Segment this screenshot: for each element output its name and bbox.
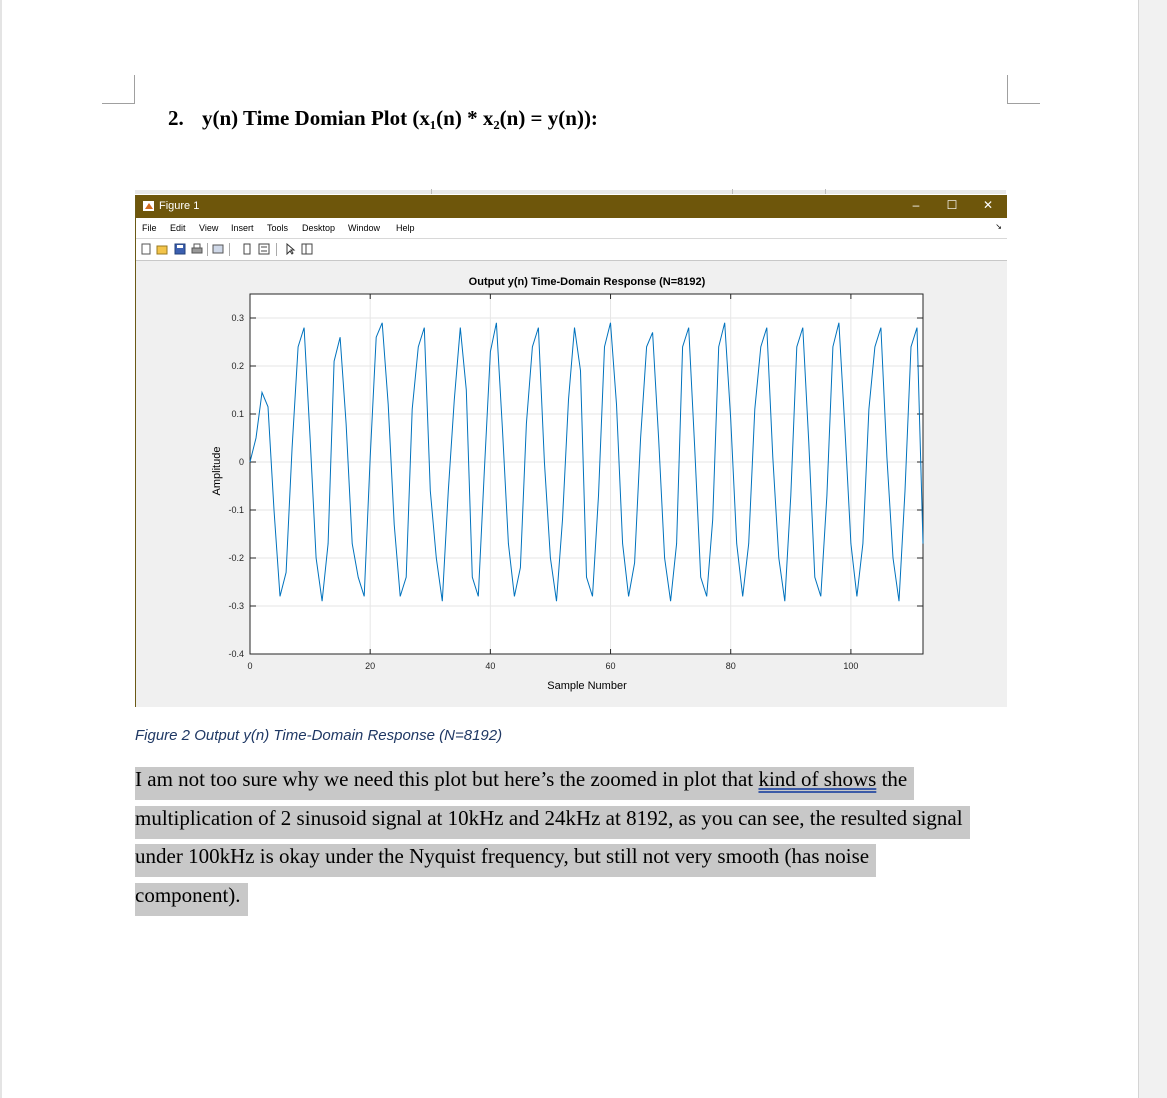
open-folder-icon[interactable] xyxy=(156,243,168,255)
line-chart: Output y(n) Time-Domain Response (N=8192… xyxy=(211,276,924,692)
x-tick-label: 100 xyxy=(843,661,858,671)
property-editor-icon[interactable] xyxy=(301,243,313,255)
y-tick-label: -0.4 xyxy=(228,649,244,659)
heading-number: 2. xyxy=(168,106,184,130)
figure-caption: Figure 2 Output y(n) Time-Domain Respons… xyxy=(135,727,503,744)
save-icon[interactable] xyxy=(174,243,186,255)
x-axis-label: Sample Number xyxy=(547,680,627,692)
menu-tools[interactable]: Tools xyxy=(267,223,289,233)
tick-layer: 0 20 40 60 80 100 -0.4 -0.3 -0.2 -0.1 0 0.1 0.2 0.3 xyxy=(228,294,923,671)
matlab-figure-window: Figure 1 – ☐ ✕ File Edit View Insert Too… xyxy=(135,195,1007,707)
axes-box xyxy=(249,293,924,655)
axes-background xyxy=(250,294,923,654)
page-left-edge xyxy=(0,0,2,1098)
menu-view[interactable]: View xyxy=(199,223,219,233)
menu-edit[interactable]: Edit xyxy=(170,223,186,233)
heading-text: y(n) Time Domian Plot (x₁(n) * x₂(n) = y… xyxy=(202,106,598,130)
y-tick-label: -0.3 xyxy=(228,601,244,611)
underlined-phrase: kind of shows xyxy=(758,767,877,791)
new-file-icon[interactable] xyxy=(140,243,152,255)
body-paragraph[interactable]: I am not too sure why we need this plot … xyxy=(135,760,985,916)
x-tick-label: 0 xyxy=(247,661,252,671)
chart-title: Output y(n) Time-Domain Response (N=8192… xyxy=(469,276,706,288)
figure-titlebar[interactable]: Figure 1 – ☐ ✕ xyxy=(136,195,1007,218)
y-tick-label: -0.1 xyxy=(228,505,244,515)
toolbar-separator xyxy=(207,243,208,256)
body-text-part1: I am not too sure why we need this plot … xyxy=(135,767,759,791)
border-tick xyxy=(825,189,826,194)
highlighted-text: I am not too sure why we need this plot … xyxy=(135,767,970,916)
y-tick-label: 0.2 xyxy=(231,361,244,371)
menu-insert[interactable]: Insert xyxy=(231,223,254,233)
menu-window[interactable]: Window xyxy=(348,223,381,233)
x-tick-label: 80 xyxy=(726,661,736,671)
figure-top-border xyxy=(135,189,1006,194)
x-tick-label: 40 xyxy=(485,661,495,671)
maximize-button[interactable]: ☐ xyxy=(946,198,958,212)
y-tick-label: -0.2 xyxy=(228,553,244,563)
y-tick-label: 0.3 xyxy=(231,313,244,323)
border-tick xyxy=(732,189,733,194)
figure-menubar: File Edit View Insert Tools Desktop Wind… xyxy=(136,218,1007,239)
vertical-scroll-gutter[interactable] xyxy=(1138,0,1167,1098)
close-button[interactable]: ✕ xyxy=(982,198,994,212)
body-text-part2: the multiplication of 2 sinusoid signal … xyxy=(135,767,963,907)
toolbar-separator xyxy=(229,243,230,256)
colorbar-icon[interactable] xyxy=(241,243,253,255)
menu-desktop[interactable]: Desktop xyxy=(302,223,336,233)
minimize-button[interactable]: – xyxy=(912,198,920,212)
y-axis-label: Amplitude xyxy=(211,447,223,496)
margin-corner-mark xyxy=(102,75,135,104)
export-icon[interactable] xyxy=(212,243,224,255)
section-heading: 2. y(n) Time Domian Plot (x₁(n) * x₂(n) =… xyxy=(168,106,598,131)
x-tick-label: 60 xyxy=(606,661,616,671)
dock-arrow-icon[interactable]: ↘ xyxy=(995,222,1002,231)
menu-file[interactable]: File xyxy=(142,223,157,233)
figure-toolbar xyxy=(136,239,1007,261)
series-line-y xyxy=(249,322,924,602)
print-icon[interactable] xyxy=(191,243,203,255)
y-tick-label: 0.1 xyxy=(231,409,244,419)
border-tick xyxy=(431,189,432,194)
menu-help[interactable]: Help xyxy=(396,223,415,233)
legend-icon[interactable] xyxy=(258,243,270,255)
margin-corner-mark xyxy=(1007,75,1040,104)
matlab-logo-icon xyxy=(143,201,154,211)
figure-title: Figure 1 xyxy=(159,200,200,212)
plot-canvas[interactable]: Output y(n) Time-Domain Response (N=8192… xyxy=(136,261,1007,707)
toolbar-separator xyxy=(276,243,277,256)
pointer-icon[interactable] xyxy=(284,242,296,256)
x-tick-label: 20 xyxy=(365,661,375,671)
y-tick-label: 0 xyxy=(239,457,244,467)
